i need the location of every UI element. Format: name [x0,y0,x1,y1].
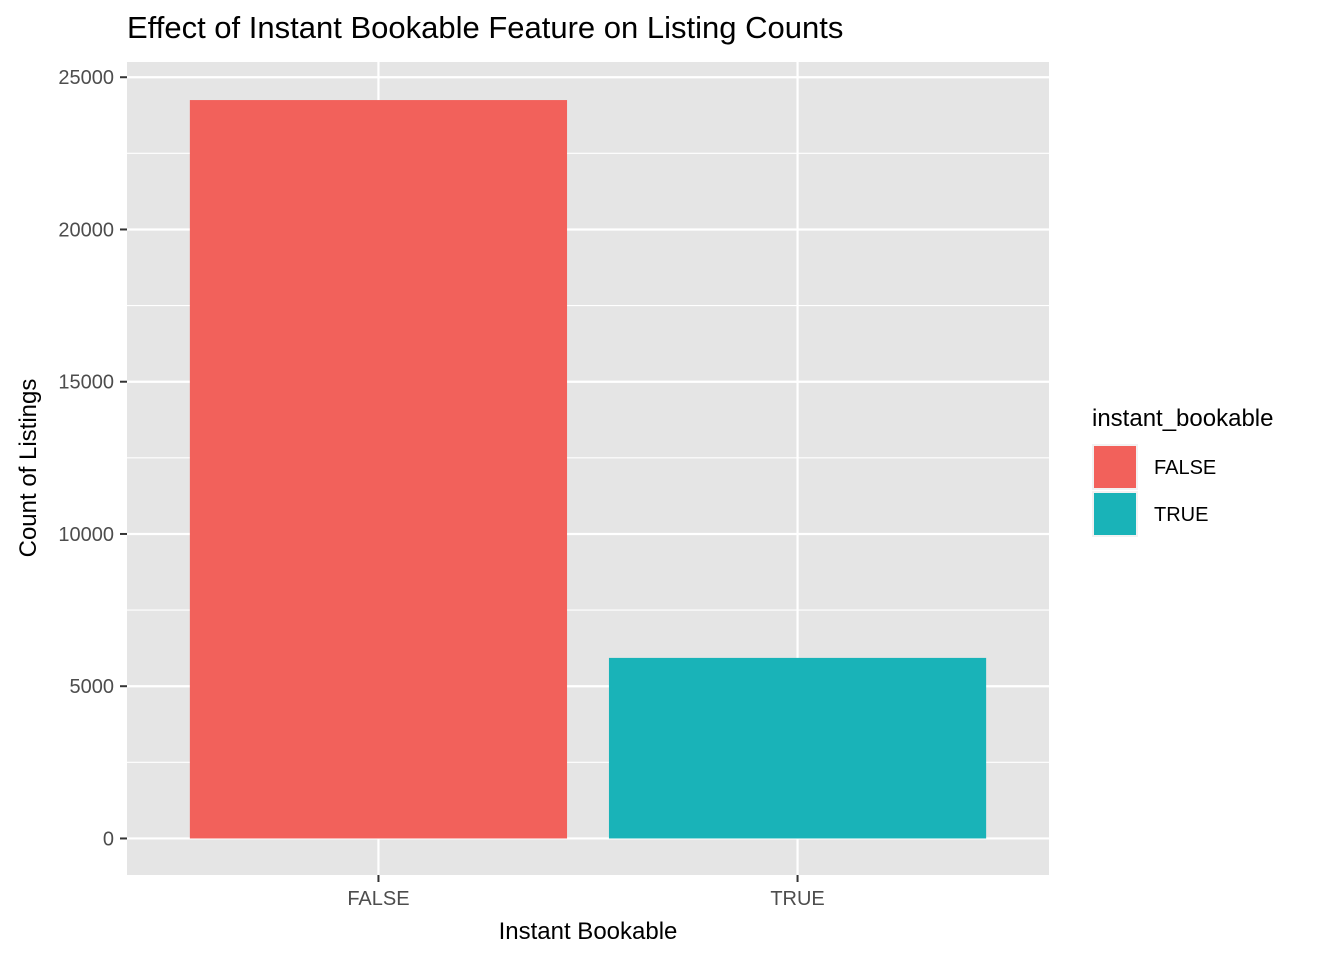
bar-true [608,657,987,839]
y-axis: 0 5000 10000 15000 20000 25000 [58,67,127,850]
bars-group [189,100,987,839]
y-tick-label: 20000 [58,219,114,241]
legend-title: instant_bookable [1092,405,1273,432]
y-tick-label: 15000 [58,372,114,394]
x-tick-label: FALSE [347,888,409,910]
x-axis: FALSE TRUE [347,875,825,910]
y-tick-label: 0 [103,828,114,850]
x-axis-title: Instant Bookable [499,918,678,945]
legend-swatch-false [1094,446,1136,488]
legend: instant_bookable FALSE TRUE [1092,405,1273,537]
legend-entries: FALSE TRUE [1092,444,1216,537]
x-tick-label: TRUE [770,888,824,910]
y-tick-label: 5000 [70,676,115,698]
y-tick-label: 10000 [58,524,114,546]
legend-label-false: FALSE [1154,457,1216,479]
chart-title: Effect of Instant Bookable Feature on Li… [127,10,843,45]
legend-label-true: TRUE [1154,504,1208,526]
y-axis-title: Count of Listings [15,379,42,558]
bar-false [189,100,568,839]
legend-swatch-true [1094,493,1136,535]
y-tick-label: 25000 [58,67,114,89]
